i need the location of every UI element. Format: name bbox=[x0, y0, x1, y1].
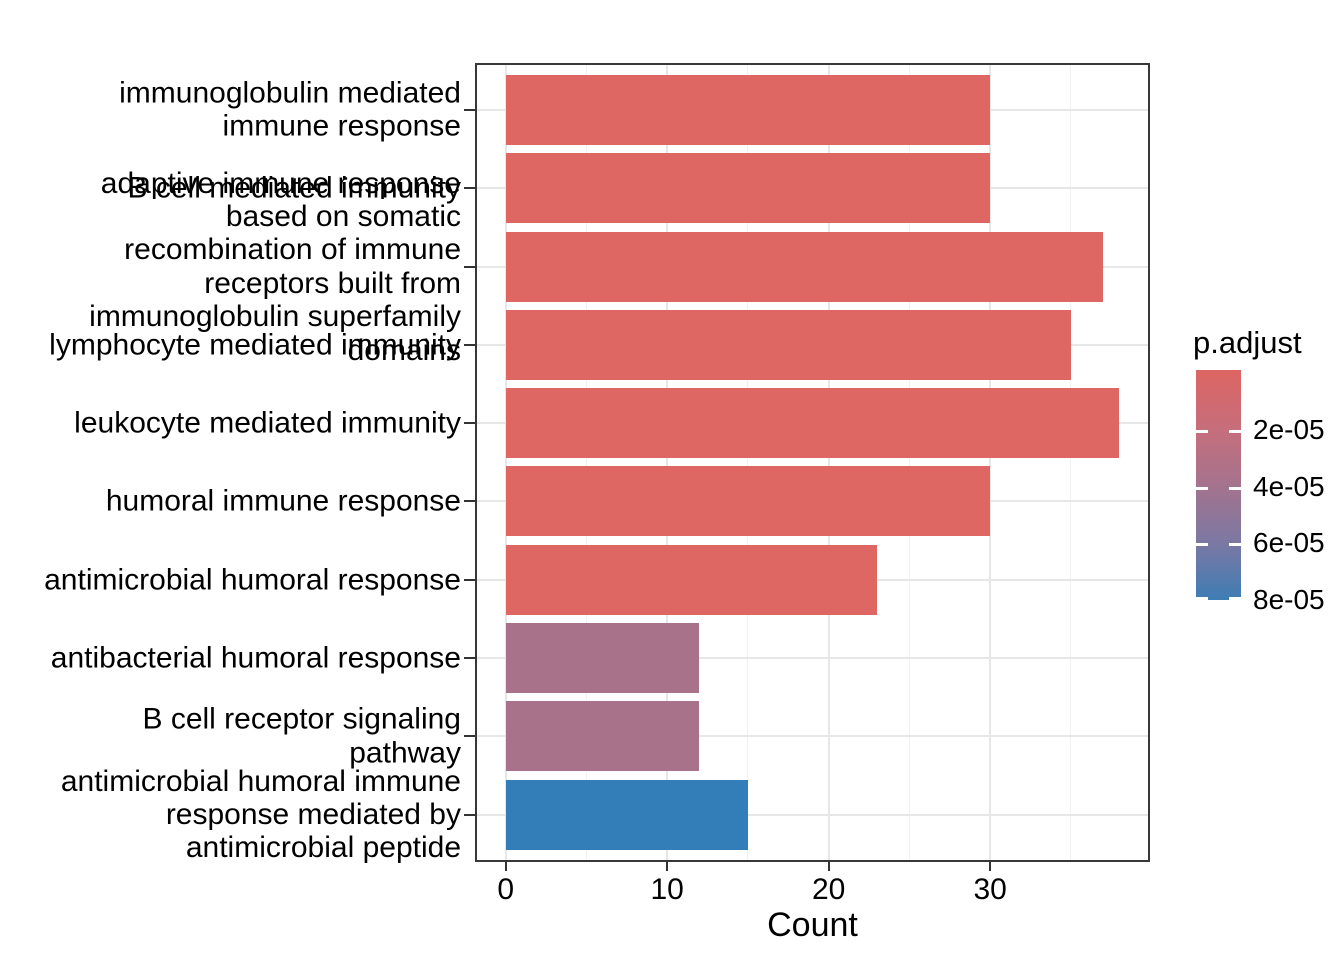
legend-tick-label: 4e-05 bbox=[1253, 471, 1325, 503]
bar bbox=[505, 466, 991, 537]
grid-line-minor-vertical bbox=[585, 65, 587, 860]
legend-tick-mark bbox=[1196, 487, 1208, 491]
legend-tick-mark bbox=[1229, 487, 1241, 491]
bar bbox=[505, 309, 1071, 380]
x-tick-label: 10 bbox=[650, 873, 684, 906]
y-axis-label: antimicrobial humoral response bbox=[44, 563, 461, 597]
bar bbox=[505, 701, 700, 772]
grid-line-major-vertical bbox=[666, 65, 669, 860]
grid-line-major-vertical bbox=[989, 65, 992, 860]
bar bbox=[505, 544, 878, 615]
x-tick-label: 30 bbox=[973, 873, 1007, 906]
y-tick-mark bbox=[464, 187, 475, 190]
grid-line-major-horizontal bbox=[477, 657, 1148, 660]
y-axis-label: antimicrobial humoral immune response me… bbox=[60, 764, 461, 865]
y-axis-label: adaptive immune response based on somati… bbox=[89, 166, 461, 367]
legend-tick-label: 6e-05 bbox=[1253, 526, 1325, 558]
legend-title: p.adjust bbox=[1193, 325, 1302, 360]
grid-line-minor-vertical bbox=[747, 65, 749, 860]
x-axis-title: Count bbox=[767, 906, 858, 944]
y-tick-mark bbox=[464, 735, 475, 738]
legend-tick-mark bbox=[1229, 542, 1241, 546]
y-tick-mark bbox=[464, 500, 475, 503]
legend-tick-label: 8e-05 bbox=[1253, 584, 1325, 615]
bar bbox=[505, 388, 1120, 459]
bar bbox=[505, 74, 991, 145]
legend: p.adjust 2e-05 4e-05 6e-05 8e-05 bbox=[1186, 325, 1344, 635]
y-axis-label: B cell receptor signaling pathway bbox=[142, 702, 461, 770]
grid-line-major-horizontal bbox=[477, 735, 1148, 738]
y-tick-mark bbox=[464, 108, 475, 111]
legend-tick-mark bbox=[1196, 430, 1208, 434]
y-tick-mark bbox=[464, 343, 475, 346]
legend-tick-mark bbox=[1196, 597, 1208, 600]
bar bbox=[505, 153, 991, 224]
x-tick-mark bbox=[504, 861, 507, 871]
y-tick-mark bbox=[464, 265, 475, 268]
legend-tick-mark bbox=[1196, 542, 1208, 546]
x-tick-mark bbox=[989, 861, 992, 871]
x-tick-mark bbox=[827, 861, 830, 871]
y-tick-mark bbox=[464, 578, 475, 581]
legend-tick-mark bbox=[1229, 430, 1241, 434]
grid-line-major-vertical bbox=[827, 65, 830, 860]
grid-line-major-horizontal bbox=[477, 813, 1148, 816]
y-axis-labels: immunoglobulin mediated immune response B… bbox=[0, 0, 461, 960]
grid-line-minor-vertical bbox=[908, 65, 910, 860]
x-tick-label: 0 bbox=[497, 873, 515, 906]
legend-gradient-bar bbox=[1196, 370, 1241, 600]
y-tick-mark bbox=[464, 657, 475, 660]
y-axis-label: leukocyte mediated immunity bbox=[74, 406, 461, 440]
grid-line-major-vertical bbox=[504, 65, 507, 860]
bar bbox=[505, 779, 748, 850]
y-axis-label: immunoglobulin mediated immune response bbox=[119, 76, 461, 143]
y-axis-label: lymphocyte mediated immunity bbox=[49, 328, 461, 362]
bar bbox=[505, 231, 1104, 302]
y-axis-label: antibacterial humoral response bbox=[50, 641, 461, 675]
grid-line-minor-vertical bbox=[1070, 65, 1072, 860]
x-tick-mark bbox=[666, 861, 669, 871]
y-tick-mark bbox=[464, 813, 475, 816]
y-axis-label: B cell mediated immunity bbox=[127, 171, 461, 205]
x-tick-label: 20 bbox=[812, 873, 846, 906]
bar bbox=[505, 623, 700, 694]
plot-panel bbox=[475, 63, 1150, 862]
legend-tick-label: 2e-05 bbox=[1253, 414, 1325, 446]
legend-tick-mark bbox=[1229, 597, 1241, 600]
y-tick-mark bbox=[464, 422, 475, 425]
y-axis-label: humoral immune response bbox=[105, 484, 461, 518]
